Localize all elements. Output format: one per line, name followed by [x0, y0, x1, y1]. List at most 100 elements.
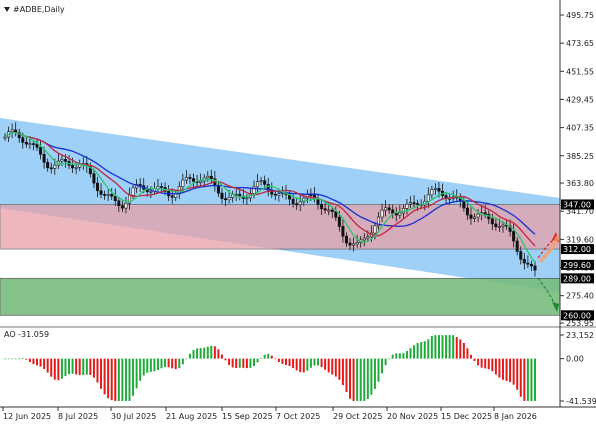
candle-body	[533, 265, 537, 271]
price-markers: 347.00 312.00 299.60 289.00 260.00	[561, 199, 594, 321]
ao-bar	[135, 358, 138, 389]
chart-title: #ADBE,Daily	[13, 5, 65, 14]
ao-bar	[256, 358, 259, 363]
ao-bar	[39, 358, 42, 367]
ao-bar	[11, 358, 14, 360]
ao-bar	[167, 358, 170, 368]
ao-bar	[352, 358, 355, 401]
ao-bar	[25, 358, 28, 360]
date-tick-label: 7 Oct 2025	[276, 412, 320, 421]
candle-body	[327, 209, 331, 212]
ao-bar	[249, 358, 252, 368]
price-tick-label: 407.35	[566, 124, 594, 133]
ao-bar	[156, 358, 159, 370]
candle-body	[469, 214, 473, 219]
candle-body	[437, 188, 441, 192]
ao-bar	[242, 358, 245, 368]
price-tick-label: 429.45	[566, 95, 594, 104]
price-tick-label: 385.25	[566, 152, 594, 161]
candle-body	[24, 141, 28, 145]
candle-body	[348, 242, 352, 246]
candle-body	[277, 193, 281, 196]
ao-bar	[14, 358, 17, 360]
ao-bar	[281, 358, 284, 364]
candle-body	[529, 263, 533, 267]
ao-bar	[292, 358, 295, 369]
ao-bar	[320, 358, 323, 368]
candle-body	[362, 237, 366, 241]
ao-bar	[217, 349, 220, 359]
candle-body	[490, 218, 494, 225]
candle-body	[394, 213, 398, 216]
candle-body	[28, 143, 32, 145]
candle-body	[380, 209, 384, 218]
ao-bar	[526, 358, 529, 401]
candle-body	[106, 194, 110, 196]
candle-body	[344, 235, 348, 244]
candle-body	[376, 216, 380, 227]
candle-body	[31, 143, 35, 145]
ao-bar	[402, 352, 405, 359]
price-tick-label: 451.55	[566, 67, 594, 76]
ao-bar	[96, 358, 99, 383]
ao-bar	[359, 358, 362, 401]
candle-body	[170, 195, 174, 198]
candle-body	[465, 207, 469, 216]
ao-bar	[302, 358, 305, 373]
candle-body	[138, 184, 142, 186]
ao-bar	[345, 358, 348, 392]
ao-bar	[498, 358, 501, 378]
ao-bar	[309, 358, 312, 368]
date-tick-label: 8 Jul 2025	[58, 412, 98, 421]
ao-bar	[71, 358, 74, 374]
dropdown-arrow-icon[interactable]	[4, 7, 10, 12]
ao-bar	[416, 343, 419, 359]
candle-body	[384, 207, 388, 211]
ao-bar	[28, 358, 31, 363]
ao-bar	[274, 358, 277, 360]
ao-bar	[484, 358, 487, 369]
ao-bar	[469, 354, 472, 359]
ao-bar	[64, 358, 67, 377]
ao-bar	[377, 358, 380, 382]
ao-tick-label: -41.539	[566, 397, 596, 406]
price-marker	[561, 199, 594, 210]
ao-bar	[366, 358, 369, 399]
date-tick-label: 21 Aug 2025	[166, 412, 217, 421]
candle-body	[95, 182, 99, 192]
ao-bar	[50, 358, 53, 377]
candle-body	[409, 202, 413, 205]
candle-body	[184, 177, 188, 181]
price-marker-label: 347.00	[563, 200, 591, 209]
candle-body	[298, 201, 302, 206]
price-tick-label: 275.40	[566, 292, 594, 301]
candle-body	[234, 193, 238, 196]
ao-bar	[192, 350, 195, 359]
ao-bar	[235, 358, 238, 368]
ao-bar	[324, 358, 327, 370]
ao-bar	[363, 358, 366, 401]
ao-bar	[437, 335, 440, 359]
ao-bar	[299, 358, 302, 373]
ao-bar	[445, 335, 448, 359]
ao-bar	[85, 358, 88, 375]
ao-bar	[220, 354, 223, 359]
ao-tick-label: 23.152	[566, 331, 594, 340]
date-tick-label: 20 Nov 2025	[387, 412, 438, 421]
ao-bar	[427, 339, 430, 359]
ao-bar	[238, 358, 241, 368]
ao-bar	[181, 358, 184, 365]
date-tick-label: 15 Dec 2025	[441, 412, 492, 421]
date-tick-label: 8 Jan 2026	[494, 412, 537, 421]
ao-bar	[341, 358, 344, 386]
candle-body	[160, 186, 164, 188]
ao-bar	[519, 358, 522, 397]
ao-bar	[381, 358, 384, 374]
candle-body	[263, 180, 267, 185]
candle-body	[209, 175, 213, 179]
candle-body	[17, 132, 21, 139]
ao-bar	[199, 348, 202, 359]
candle-body	[462, 200, 466, 209]
ao-bar	[331, 358, 334, 375]
